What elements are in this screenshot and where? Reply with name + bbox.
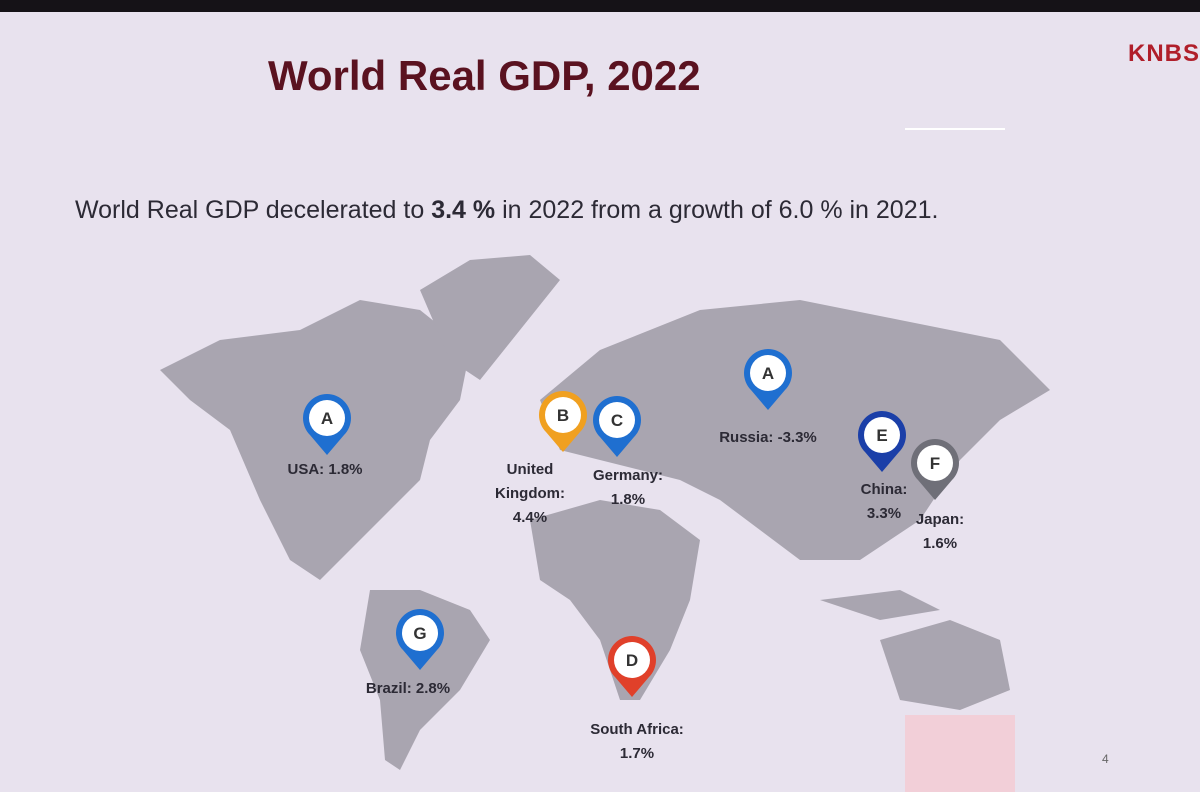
pin-letter: A — [761, 364, 775, 383]
map-pin: A — [743, 348, 793, 417]
pin-shape — [593, 396, 641, 457]
pin-shape — [396, 609, 444, 670]
map-pin: G — [395, 608, 445, 677]
map-pin: B — [538, 390, 588, 459]
pin-label: South Africa: 1.7% — [590, 721, 684, 762]
map-pin: E — [857, 410, 907, 479]
pin-letter: D — [625, 651, 639, 670]
summary-text: World Real GDP decelerated to — [75, 196, 432, 224]
pin-shape — [744, 349, 792, 410]
divider — [905, 128, 1005, 130]
pin-shape — [539, 391, 587, 452]
pin-shape — [608, 636, 656, 697]
pin-label: Japan: 1.6% — [915, 511, 965, 552]
pin-letter: A — [320, 409, 334, 428]
summary-text: in 2022 from a growth of 6.0 % in 2021. — [495, 196, 939, 224]
pin-letter: B — [556, 406, 570, 425]
pin-letter: E — [876, 426, 888, 445]
pin-letter: G — [413, 624, 427, 643]
pin-label: Brazil: 2.8% — [365, 680, 451, 697]
pin-letter: C — [610, 411, 624, 430]
pin-label: Russia: -3.3% — [719, 429, 817, 446]
logo: KNBS — [1127, 40, 1200, 67]
page-number: 4 — [1102, 752, 1109, 766]
title: World Real GDP, 2022 — [268, 52, 701, 99]
pin-letter: F — [929, 454, 941, 473]
top-bar — [0, 0, 1200, 12]
pin-label: United Kingdom: 4.4% — [495, 461, 565, 526]
pin-label: USA: 1.8% — [287, 461, 363, 478]
map-pin: A — [302, 393, 352, 462]
pin-label: Germany: 1.8% — [592, 467, 664, 508]
map-pin: D — [607, 635, 657, 704]
pin-shape — [303, 394, 351, 455]
summary: World Real GDP decelerated to 3.4 % in 2… — [75, 196, 938, 225]
map-pin: F — [910, 438, 960, 507]
pin-label: China: 3.3% — [860, 481, 908, 522]
map-pin: C — [592, 395, 642, 464]
pin-shape — [858, 411, 906, 472]
summary-highlight: 3.4 % — [431, 196, 496, 224]
pin-shape — [911, 439, 959, 500]
